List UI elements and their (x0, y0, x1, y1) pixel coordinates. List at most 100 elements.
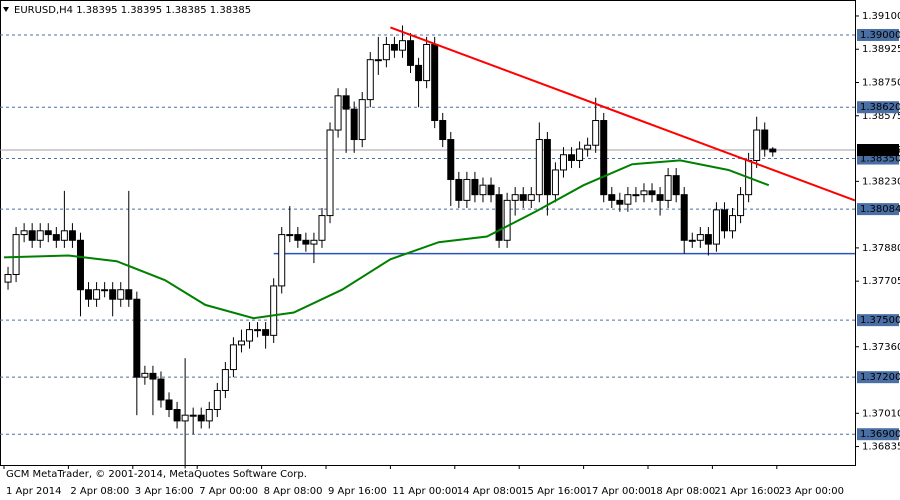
candle-body (479, 184, 487, 196)
candle-body (125, 289, 133, 300)
candle-body (157, 378, 165, 401)
candle-body (559, 154, 567, 171)
candle-body (447, 139, 455, 180)
x-tick-label: 3 Apr 16:00 (135, 486, 194, 497)
candle-body (753, 129, 761, 161)
y-tick-label: 1.38925 (862, 44, 900, 55)
current-price-box (857, 143, 899, 156)
candle-body (342, 95, 350, 110)
candle-body (487, 184, 495, 196)
x-tick-label: 7 Apr 00:00 (199, 486, 258, 497)
candle-body (511, 194, 519, 201)
y-tick-label: 1.37010 (862, 408, 900, 419)
candle-body (141, 372, 149, 378)
candle-body (439, 120, 447, 141)
y-tick-label: 1.37360 (862, 342, 900, 353)
candle-body (173, 408, 181, 422)
candle-body (423, 43, 431, 82)
y-tick-label: 1.37705 (862, 276, 900, 287)
candle-body (278, 234, 286, 287)
candle-body (28, 230, 36, 241)
candle-body (374, 59, 382, 62)
y-tick-label: 1.36835 (862, 442, 900, 453)
candle-body (720, 209, 728, 232)
candle-body (286, 234, 294, 237)
candle-body (737, 194, 745, 217)
candle-body (648, 190, 656, 196)
y-tick-label: 1.37880 (862, 243, 900, 254)
candle-body (688, 239, 696, 242)
candle-body (503, 199, 511, 241)
x-tick-label: 9 Apr 16:00 (328, 486, 387, 497)
candle-body (350, 108, 358, 141)
candle-body (165, 399, 173, 410)
current-price-label: 1.38395 (860, 145, 900, 156)
candle-body (519, 194, 527, 201)
trendline (390, 26, 856, 202)
candle-body (415, 64, 423, 82)
level-label: 1.37200 (860, 372, 900, 383)
candle-body (551, 169, 559, 196)
candle-body (632, 194, 640, 197)
candle-body (696, 234, 704, 241)
x-tick-label: 23 Apr 00:00 (779, 486, 844, 497)
x-tick-label: 17 Apr 00:00 (586, 486, 651, 497)
candle-body (431, 43, 439, 122)
y-tick-label: 1.38575 (862, 111, 900, 122)
candle-body (584, 144, 592, 150)
candle-body (592, 120, 600, 146)
candle-body (4, 274, 12, 283)
candle-body (624, 194, 632, 205)
candle-body (761, 129, 769, 150)
y-tick-label: 1.39100 (862, 11, 900, 22)
level-label: 1.37500 (860, 315, 900, 326)
moving-average (3, 159, 770, 320)
x-tick-label: 1 Apr 2014 (6, 486, 61, 497)
candle-body (197, 414, 205, 422)
candle-body (12, 234, 20, 276)
candle-body (189, 414, 197, 417)
candle-body (390, 43, 398, 51)
level-label: 1.39000 (860, 30, 900, 41)
candle-body (101, 289, 109, 292)
candle-body (471, 178, 479, 196)
level-label-box (857, 314, 899, 327)
candle-body (366, 59, 374, 101)
x-tick-label: 21 Apr 16:00 (714, 486, 779, 497)
candle-body (246, 329, 254, 342)
x-tick-label: 8 Apr 08:00 (264, 486, 323, 497)
candle-body (640, 190, 648, 196)
candle-body (334, 95, 342, 131)
candle-body (680, 194, 688, 241)
y-tick-label: 1.38230 (862, 176, 900, 187)
level-label: 1.38084 (860, 204, 900, 215)
candle-body (656, 194, 664, 201)
x-tick-label: 14 Apr 08:00 (457, 486, 522, 497)
candle-body (133, 298, 141, 378)
candle-body (93, 289, 101, 300)
candle-body (535, 139, 543, 196)
candle-body (664, 175, 672, 201)
candle-body (270, 285, 278, 336)
candle-body (398, 40, 406, 51)
level-label-box (857, 28, 899, 41)
candle-body (68, 230, 76, 241)
level-label-box (857, 428, 899, 441)
menu-arrow[interactable] (3, 7, 9, 12)
candle-body (76, 239, 84, 291)
candle-body (109, 289, 117, 300)
x-tick-label: 11 Apr 00:00 (392, 486, 457, 497)
candle-body (294, 234, 302, 241)
x-tick-label: 15 Apr 16:00 (521, 486, 586, 497)
chart-title: EURUSD,H4 1.38395 1.38395 1.38385 1.3838… (14, 5, 251, 16)
candle-body (704, 234, 712, 245)
candle-body (616, 199, 624, 205)
x-tick-label: 2 Apr 08:00 (70, 486, 129, 497)
level-label-box (857, 371, 899, 384)
candle-body (463, 178, 471, 201)
candle-body (729, 215, 737, 232)
candle-body (221, 369, 229, 391)
candle-body (229, 344, 237, 371)
